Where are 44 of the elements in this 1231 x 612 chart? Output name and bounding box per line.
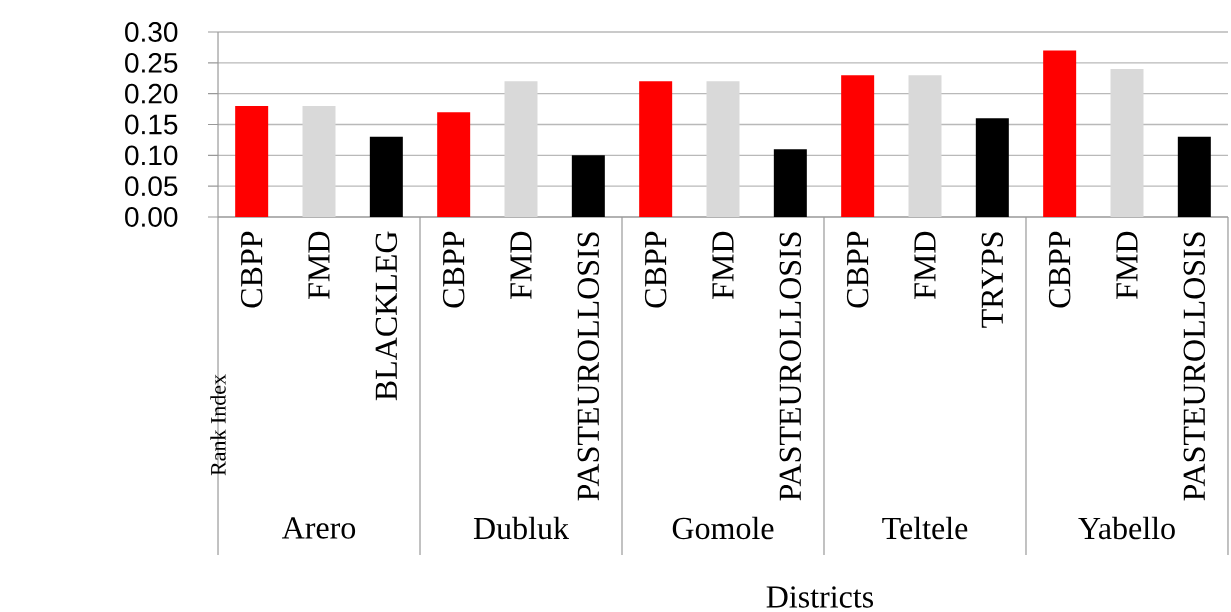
bar [437,112,471,217]
x-tick-label: CBPP [442,231,465,308]
bar [1177,136,1211,217]
bar [706,81,740,217]
bar [504,81,538,217]
x-tick-label: PASTEUROLLOSIS [1183,232,1206,501]
x-tick-label: CBPP [1048,231,1071,308]
text: Gomole [672,516,774,540]
x-axis-title: Districts [766,586,874,608]
x-tick-label: CBPP [240,231,263,308]
y-tick-label: 0.30 [125,22,178,42]
y-tick-label: 0.00 [125,207,178,227]
bar [975,118,1009,217]
bar [571,155,605,217]
x-tick-label: FMD [1116,231,1138,299]
y-tick-label: 0.15 [125,114,178,135]
text: Dubluk [473,516,569,540]
x-tick-label: PASTEUROLLOSIS [577,232,600,501]
text: Teltele [882,516,968,540]
bar [908,75,942,217]
x-tick-label: CBPP [644,231,667,308]
x-tick-label: TRYPS [981,232,1004,328]
y-tick-label: 0.20 [125,83,178,104]
y-tick-label: 0.10 [125,145,178,166]
bar [1110,68,1144,217]
bar [302,106,336,217]
x-tick-label: FMD [308,231,330,299]
y-tick-label: 0.05 [125,176,178,197]
bar [369,136,403,217]
x-tick-label: PASTEUROLLOSIS [779,232,802,501]
text: Yabello [1078,516,1175,540]
x-tick-label: CBPP [846,231,869,308]
bar [1043,50,1077,217]
bar [841,75,875,217]
bar [773,149,807,217]
bar [639,81,673,217]
bar [235,106,269,217]
x-tick-label: FMD [914,231,936,299]
x-tick-label: FMD [510,231,532,299]
x-tick-label: BLACKLEG [375,231,398,401]
y-axis-title: Rank Index [210,374,226,476]
x-tick-label: FMD [712,231,734,299]
y-tick-label: 0.25 [125,52,178,73]
text: Arero [282,517,356,539]
